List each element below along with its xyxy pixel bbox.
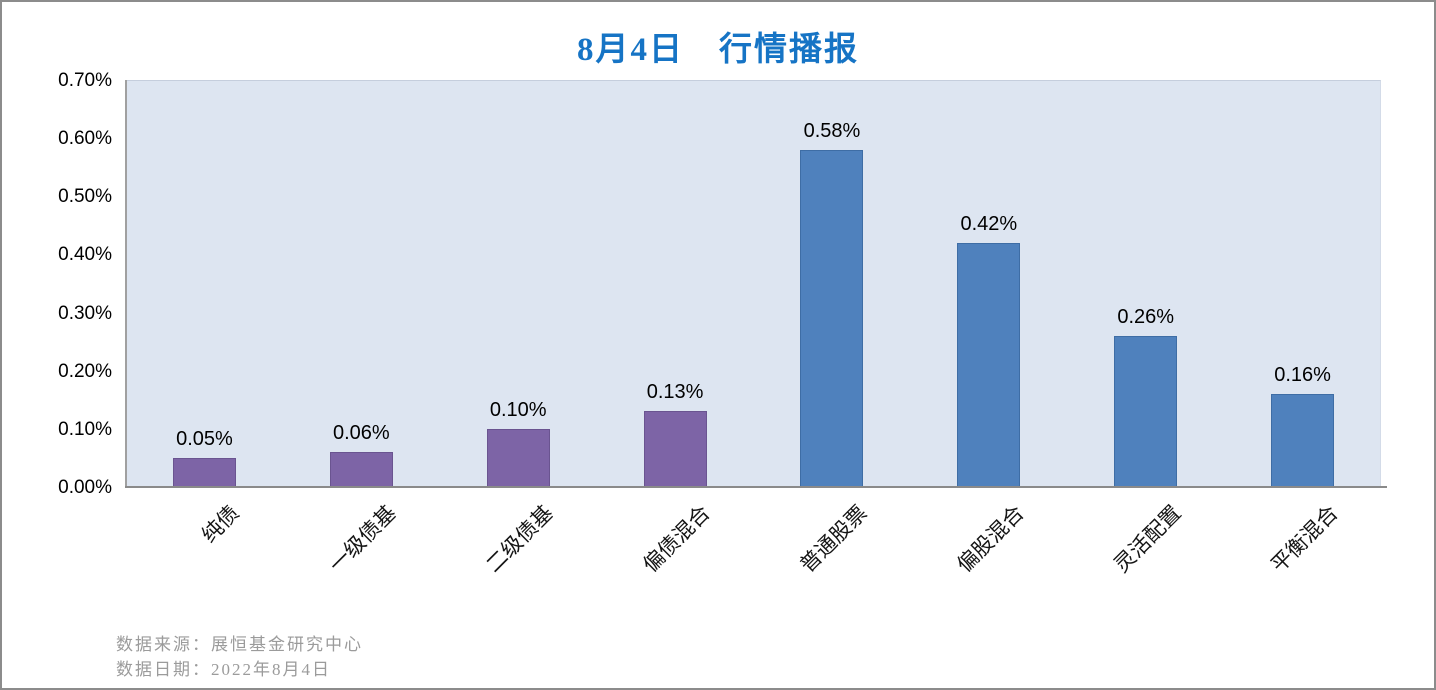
category-label: 普通股票 xyxy=(795,500,872,578)
bar-value-label: 0.42% xyxy=(960,213,1018,235)
y-tick-label: 0.00% xyxy=(58,477,112,498)
chart-title: 8月4日 行情播报 xyxy=(577,32,859,68)
bar-普通股票 xyxy=(800,150,864,487)
y-tick-label: 0.70% xyxy=(58,70,112,91)
bar-value-label: 0.58% xyxy=(803,120,861,142)
category-label: 灵活配置 xyxy=(1108,500,1186,578)
bar-value-label: 0.13% xyxy=(646,381,704,403)
y-tick-label: 0.30% xyxy=(58,302,112,324)
bar-value-label: 0.16% xyxy=(1274,364,1331,386)
category-label: 偏股混合 xyxy=(952,500,1029,578)
y-axis-line xyxy=(125,80,127,487)
bar-偏债混合 xyxy=(643,411,707,487)
bar-value-label: 0.10% xyxy=(489,399,547,421)
y-tick-label: 0.40% xyxy=(58,244,112,266)
category-label: 偏债混合 xyxy=(638,500,715,578)
y-tick-label: 0.10% xyxy=(58,418,112,440)
bar-一级债基 xyxy=(329,452,393,487)
bar-value-label: 0.26% xyxy=(1117,306,1175,328)
category-label: 一级债基 xyxy=(324,500,401,578)
category-label: 纯债 xyxy=(197,500,245,548)
x-axis-line xyxy=(125,486,1387,488)
y-tick-label: 0.60% xyxy=(58,128,112,150)
bar-二级债基 xyxy=(486,429,550,487)
bar-value-label: 0.06% xyxy=(332,422,390,444)
data-source-note: 数据来源：展恒基金研究中心 xyxy=(116,635,363,654)
y-tick-label: 0.20% xyxy=(58,360,112,382)
bar-偏股混合 xyxy=(957,243,1021,487)
y-tick-label: 0.50% xyxy=(58,186,112,208)
data-date-note: 数据日期：2022年8月4日 xyxy=(116,660,331,679)
category-label: 平衡混合 xyxy=(1265,500,1343,578)
category-label: 二级债基 xyxy=(481,500,558,578)
bar-value-label: 0.05% xyxy=(176,428,233,450)
chart-footer: 数据来源：展恒基金研究中心 数据日期：2022年8月4日 xyxy=(116,632,363,682)
bar-纯债 xyxy=(172,458,236,487)
bar-平衡混合 xyxy=(1271,394,1335,487)
bar-灵活配置 xyxy=(1114,336,1178,487)
